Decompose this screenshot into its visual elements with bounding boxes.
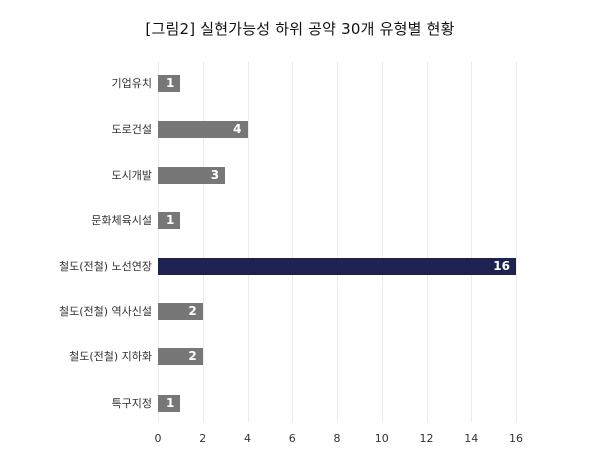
x-tick-label: 14 (464, 432, 479, 445)
category-label: 도시개발 (111, 169, 152, 182)
x-tick-label: 10 (374, 432, 389, 445)
gridline (158, 62, 159, 422)
category-label: 특구지정 (111, 397, 152, 410)
bar-value-label: 16 (493, 259, 510, 273)
category-label: 문화체육시설 (91, 214, 152, 227)
gridline (292, 62, 294, 422)
gridline (471, 62, 473, 422)
gridline (426, 62, 428, 422)
bar-value-label: 1 (166, 76, 175, 90)
bar-highlighted: 16 (158, 258, 516, 275)
category-label: 기업유치 (111, 77, 152, 90)
x-tick-label: 2 (199, 432, 207, 445)
x-tick-label: 16 (509, 432, 523, 445)
x-tick-label: 6 (288, 432, 296, 445)
bar: 3 (158, 167, 226, 184)
category-label: 도로건설 (111, 123, 152, 136)
bar-value-label: 2 (188, 304, 197, 318)
gridline (381, 62, 383, 422)
bar: 1 (158, 395, 181, 412)
bar: 1 (158, 212, 181, 229)
bar-value-label: 2 (188, 349, 197, 363)
category-label: 철도(전철) 역사신설 (58, 305, 152, 318)
x-tick-label: 0 (154, 432, 162, 445)
category-label: 철도(전철) 지하화 (69, 350, 152, 363)
bar: 2 (158, 348, 203, 365)
x-tick-label: 12 (419, 432, 434, 445)
bar-value-label: 1 (166, 213, 175, 227)
gridline (516, 62, 517, 422)
gridline (337, 62, 338, 422)
chart-title: [그림2] 실현가능성 하위 공약 30개 유형별 현황 (145, 20, 455, 38)
gridline (247, 62, 249, 422)
bar-value-label: 1 (166, 396, 175, 410)
bar: 2 (158, 303, 203, 320)
x-tick-label: 8 (333, 432, 341, 445)
category-label: 철도(전철) 노선연장 (58, 260, 152, 273)
bar: 4 (158, 121, 248, 138)
bar-value-label: 3 (210, 168, 220, 182)
bar: 1 (158, 75, 181, 92)
x-tick-label: 4 (244, 432, 251, 445)
gridline (202, 62, 204, 422)
bar-value-label: 4 (233, 122, 242, 136)
plot-area (158, 62, 518, 422)
